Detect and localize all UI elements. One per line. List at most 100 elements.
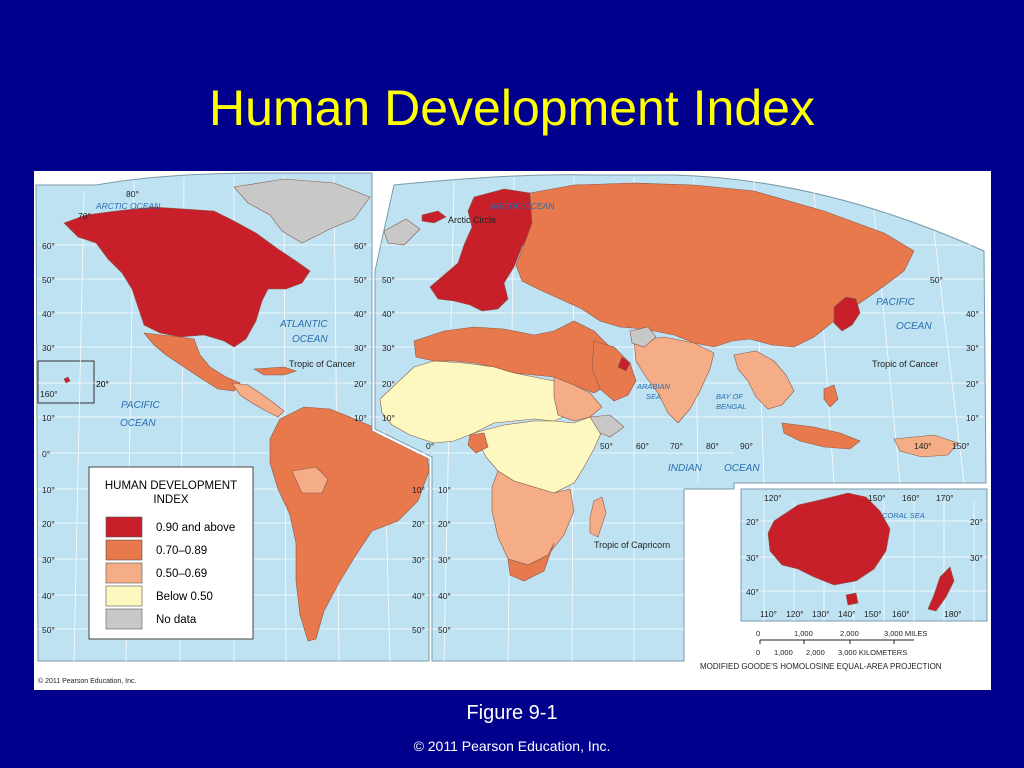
- new-zealand: [927, 566, 955, 612]
- legend-title-line1: HUMAN DEVELOPMENT: [105, 480, 237, 492]
- map-canvas: HUMAN DEVELOPMENT INDEX 0.90 and above0.…: [35, 172, 988, 685]
- deg-eq-140: 140°: [914, 441, 932, 451]
- deg-sm-40: 40°: [412, 591, 425, 601]
- deg-mr-10: 10°: [382, 413, 395, 423]
- legend-items: 0.90 and above 0.70–0.89 0.50–0.69 Below 0.…: [105, 516, 235, 630]
- deg-sa-20: 20°: [438, 519, 451, 529]
- label-atlantic-ocean-2: OCEAN: [292, 334, 328, 345]
- deg-sa-40: 40°: [438, 591, 451, 601]
- legend-label: 0.70–0.89: [156, 545, 207, 557]
- deg-aus-top-120: 120°: [764, 493, 782, 503]
- southeast-asia: [733, 350, 795, 410]
- deg-aus-bot-110: 110°: [760, 609, 777, 619]
- label-bay-of-bengal-2: BENGAL: [716, 402, 746, 411]
- label-pacific-west-2: OCEAN: [120, 418, 156, 429]
- deg-sm-10: 10°: [412, 485, 425, 495]
- legend-swatch: [105, 585, 143, 607]
- legend: HUMAN DEVELOPMENT INDEX 0.90 and above0.…: [88, 466, 254, 640]
- deg-left-40: 40°: [42, 309, 55, 319]
- deg-eq-50: 50°: [600, 441, 613, 451]
- greenland: [233, 178, 371, 244]
- caribbean-cuba: [253, 366, 297, 376]
- central-america: [231, 382, 285, 418]
- deg-aus-rlat-20: 20°: [970, 517, 983, 527]
- iceland: [421, 210, 447, 224]
- australia-inset: [767, 492, 955, 612]
- deg-left-20: 20°: [96, 379, 109, 389]
- russia-asia: [515, 182, 915, 348]
- deg-r-10: 10°: [966, 413, 979, 423]
- scale-km-1000: 1,000: [774, 648, 793, 657]
- deg-left-10: 10°: [42, 413, 55, 423]
- deg-aus-bot-140: 140°: [838, 609, 856, 619]
- deg-eq-70: 70°: [670, 441, 683, 451]
- deg-ml-40: 40°: [354, 309, 367, 319]
- indonesia: [781, 422, 861, 450]
- tasmania: [845, 592, 859, 606]
- legend-label: 0.50–0.69: [156, 568, 207, 580]
- deg-left-s10: 10°: [42, 485, 55, 495]
- deg-aus-bot-150: 150°: [864, 609, 882, 619]
- scale-km-2000: 2,000: [806, 648, 825, 657]
- legend-label: Below 0.50: [156, 591, 213, 603]
- southern-africa: [491, 470, 575, 566]
- bolivia-region: [291, 466, 329, 494]
- projection-label: MODIFIED GOODE'S HOMOLOSINE EQUAL-AREA P…: [700, 662, 942, 671]
- hawaii: [63, 376, 71, 384]
- deg-left-s30: 30°: [42, 555, 55, 565]
- deg-mr-20: 20°: [382, 379, 395, 389]
- scale-km-3000: 3,000 KILOMETERS: [838, 648, 907, 657]
- deg-aus-top-150: 150°: [868, 493, 886, 503]
- line-labels: Arctic Circle Tropic of Cancer Tropic of…: [38, 215, 942, 685]
- scale-miles-1000: 1,000: [794, 629, 813, 638]
- degree-labels: 80° 70° 60° 50° 40° 30° 20° 10° 0° 10° 2…: [40, 189, 983, 635]
- deg-r-20: 20°: [966, 379, 979, 389]
- deg-aus-bot-180: 180°: [944, 609, 962, 619]
- deg-eq-80: 80°: [706, 441, 719, 451]
- label-atlantic-ocean: ATLANTIC: [279, 319, 328, 330]
- deg-left-s20: 20°: [42, 519, 55, 529]
- madagascar: [589, 496, 607, 538]
- legend-swatch: [105, 608, 143, 630]
- gulf-states: [617, 356, 631, 372]
- deg-aus-lat-40: 40°: [746, 587, 759, 597]
- deg-ml-60: 60°: [354, 241, 367, 251]
- deg-top-70: 70°: [78, 211, 91, 221]
- label-pacific-east: PACIFIC: [876, 297, 915, 308]
- legend-swatch: [105, 562, 143, 584]
- deg-r-30: 30°: [966, 343, 979, 353]
- label-arabian-sea: ARABIAN: [636, 382, 671, 391]
- label-arctic-ocean-east: ARCTIC OCEAN: [489, 201, 555, 211]
- new-guinea: [893, 434, 959, 458]
- deg-ml-20: 20°: [354, 379, 367, 389]
- deg-left-s40: 40°: [42, 591, 55, 601]
- land-eastern: [379, 182, 959, 582]
- gabon: [467, 432, 489, 454]
- scale-miles-0: 0: [756, 629, 760, 638]
- label-pacific-west: PACIFIC: [121, 400, 160, 411]
- label-tropic-cancer-west: Tropic of Cancer: [289, 359, 355, 369]
- deg-ml-50: 50°: [354, 275, 367, 285]
- deg-sm-20: 20°: [412, 519, 425, 529]
- greenland-east: [383, 218, 421, 246]
- map-copyright: © 2011 Pearson Education, Inc.: [38, 677, 136, 685]
- deg-r-40: 40°: [966, 309, 979, 319]
- deg-mr-50: 50°: [382, 275, 395, 285]
- land-western: [63, 178, 429, 642]
- deg-inset-20: 20°: [96, 379, 109, 389]
- deg-eq-0: 0°: [426, 441, 434, 451]
- alaska-canada-usa: [63, 206, 311, 348]
- label-bay-of-bengal: BAY OF: [716, 392, 743, 401]
- deg-sa-10: 10°: [438, 485, 451, 495]
- deg-aus-lat-20: 20°: [746, 517, 759, 527]
- deg-eq-150: 150°: [952, 441, 970, 451]
- legend-swatch: [105, 516, 143, 538]
- deg-aus-rlat-30: 30°: [970, 553, 983, 563]
- japan-korea: [833, 296, 861, 332]
- map-labels: ARCTIC OCEAN ARCTIC OCEAN ATLANTIC OCEAN…: [95, 201, 932, 520]
- deg-aus-bot-130: 130°: [812, 609, 830, 619]
- south-africa: [507, 542, 555, 582]
- scale-bar: 0 1,000 2,000 3,000 MILES 0 1,000 2,000 …: [756, 629, 927, 657]
- deg-aus-top-170: 170°: [936, 493, 954, 503]
- label-indian-ocean-2: OCEAN: [724, 463, 760, 474]
